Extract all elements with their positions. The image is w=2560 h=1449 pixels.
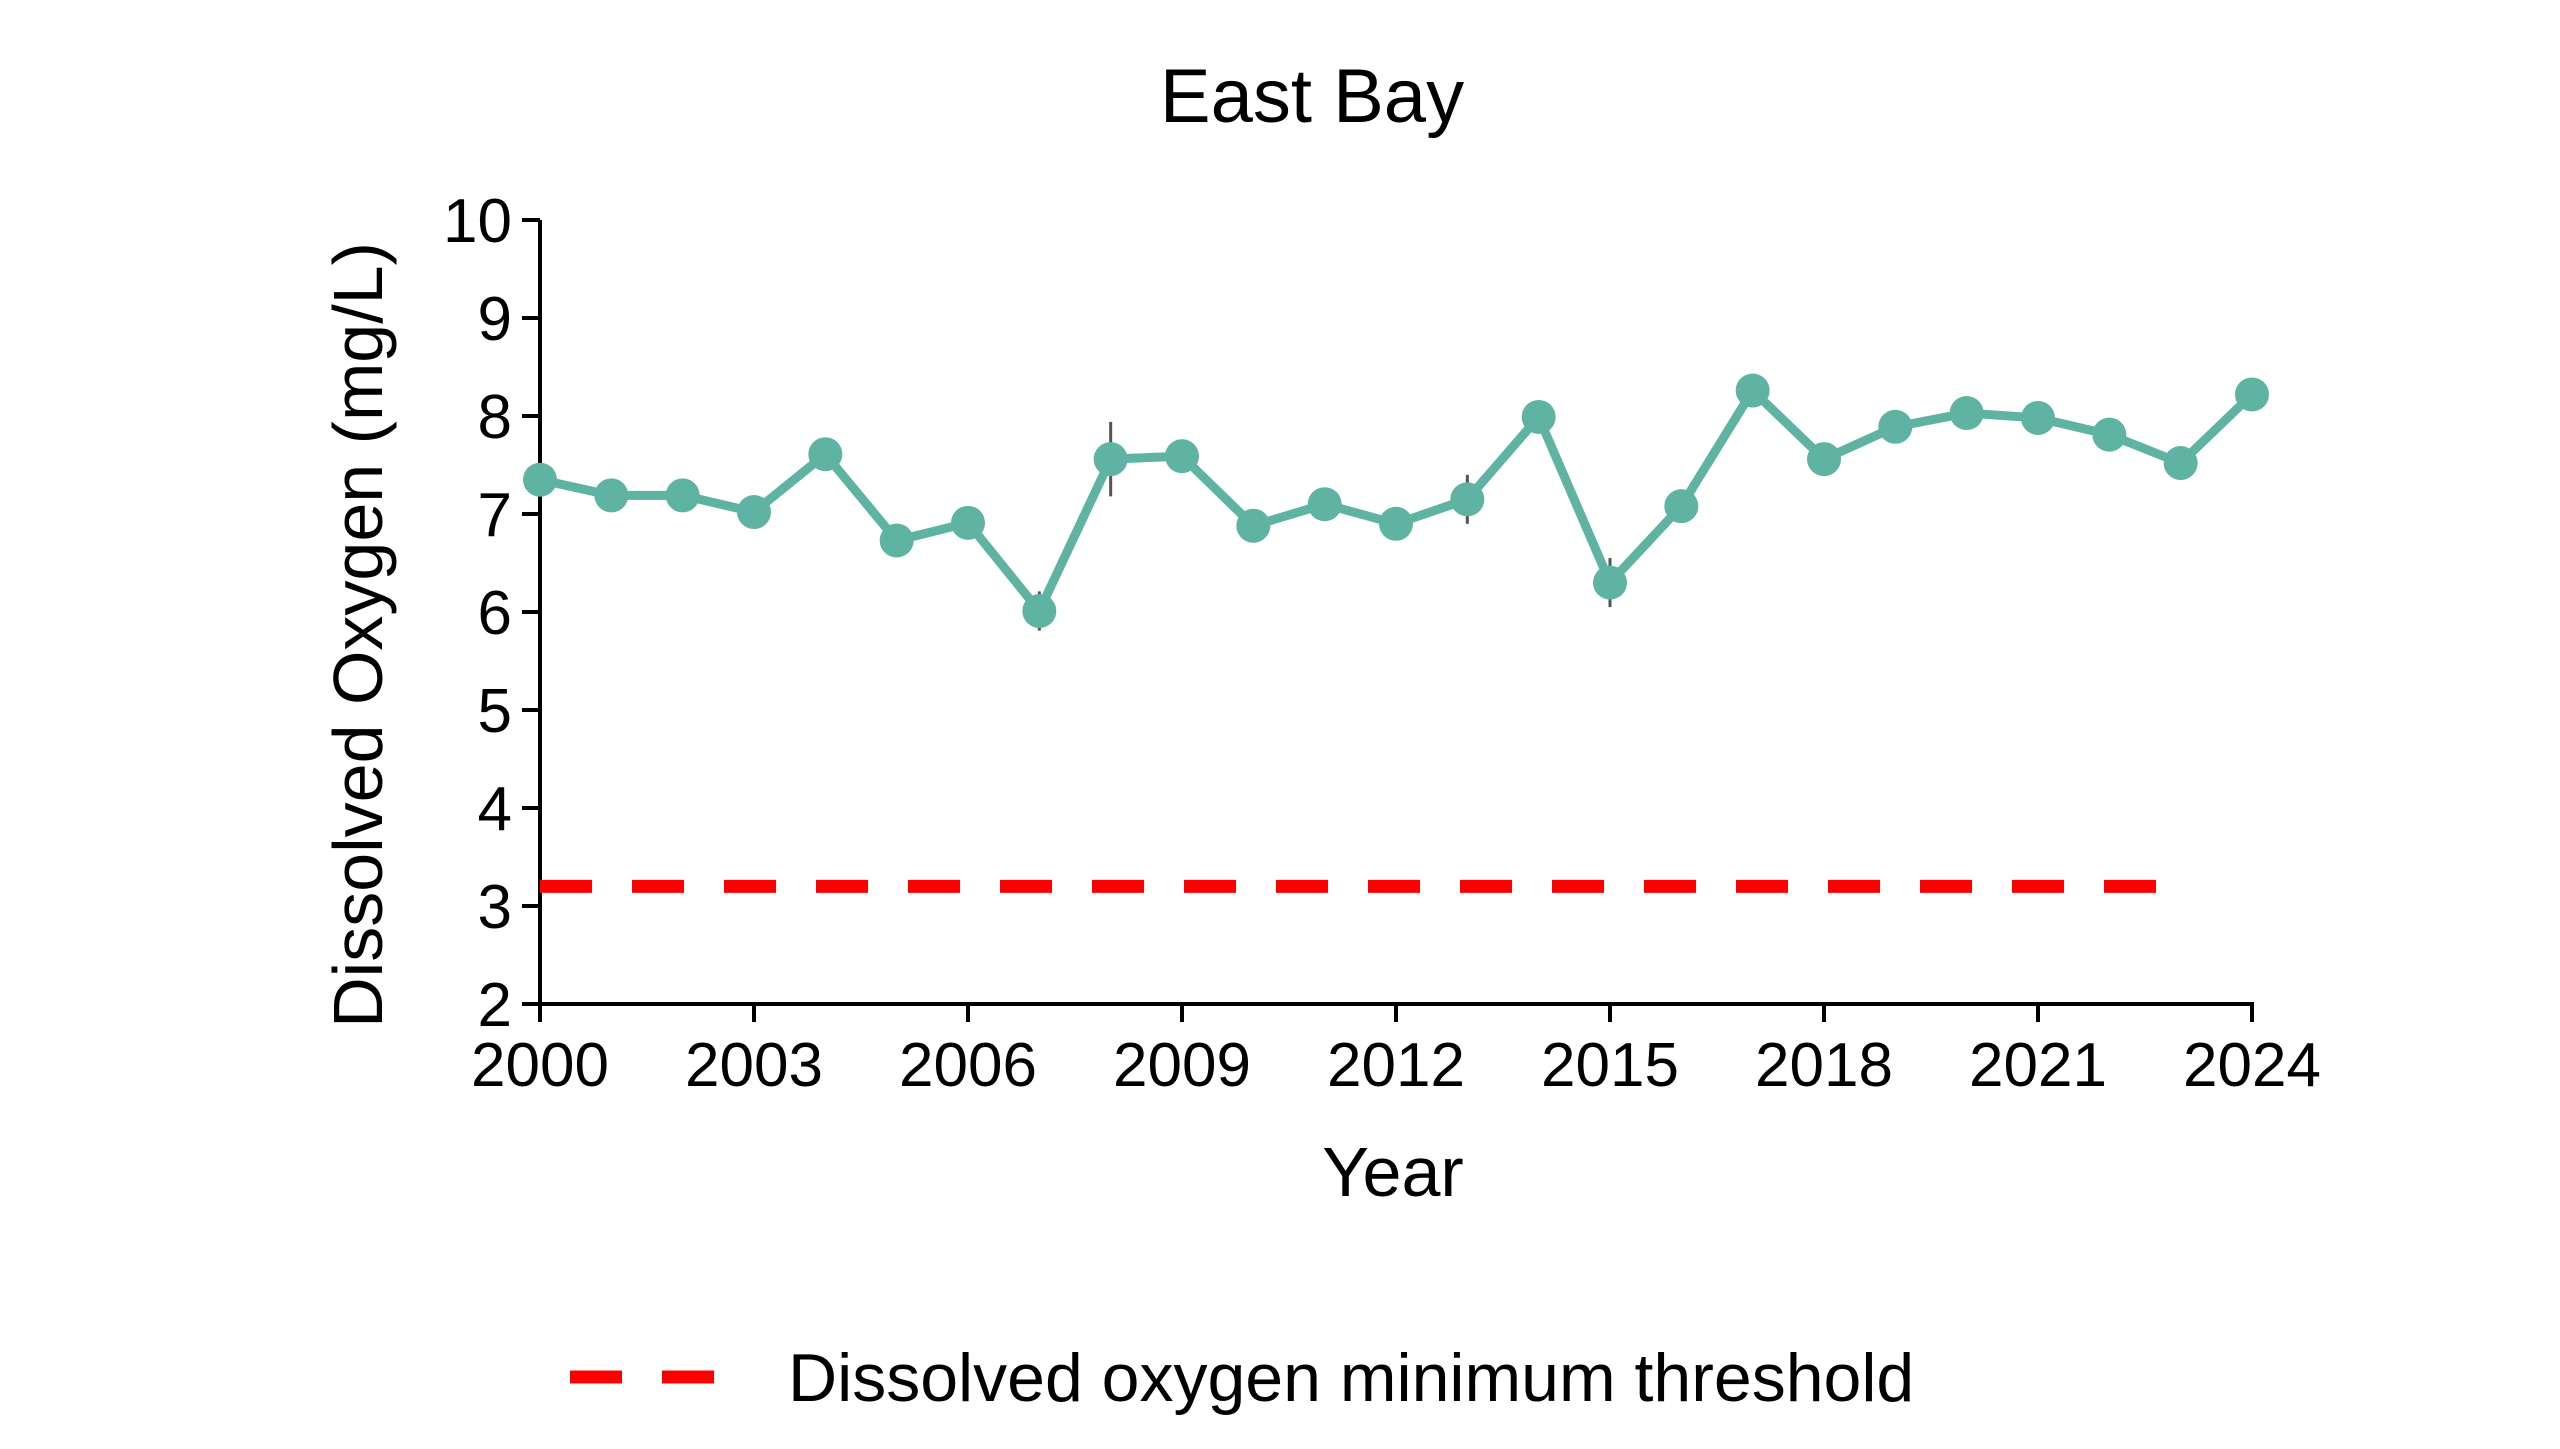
data-point <box>879 523 914 558</box>
data-point <box>1379 506 1413 541</box>
y-tick-label: 5 <box>478 677 512 746</box>
y-tick-label: 9 <box>478 285 512 354</box>
chart-title: East Bay <box>1160 54 1464 139</box>
y-tick-label: 6 <box>478 579 512 648</box>
data-point <box>1593 565 1627 600</box>
data-point <box>2235 377 2269 412</box>
dissolved-oxygen-series-line <box>535 386 2257 616</box>
data-point <box>951 505 985 540</box>
y-tick-label: 2 <box>478 971 512 1040</box>
data-point <box>1022 594 1057 629</box>
x-tick-label: 2024 <box>2183 1031 2321 1100</box>
y-tick-label: 4 <box>478 775 512 844</box>
x-tick-label: 2018 <box>1755 1031 1893 1100</box>
y-tick-label: 8 <box>478 383 512 452</box>
data-point <box>1093 442 1128 477</box>
data-point <box>1236 508 1271 543</box>
data-point <box>808 437 843 472</box>
x-tick-label: 2003 <box>685 1031 823 1100</box>
x-tick-label: 2000 <box>471 1031 609 1100</box>
y-tick-label: 7 <box>478 481 512 550</box>
x-axis-title: Year <box>1322 1133 1463 1211</box>
data-point <box>1521 399 1556 434</box>
data-point <box>1165 439 1199 474</box>
data-point <box>1878 409 1913 444</box>
data-point <box>594 478 629 513</box>
y-axis-title: Dissolved Oxygen (mg/L) <box>319 242 397 1028</box>
data-point <box>1735 373 1770 408</box>
data-point <box>1664 489 1699 524</box>
data-point <box>1307 487 1342 522</box>
legend: Dissolved oxygen minimum threshold <box>570 1340 1914 1416</box>
data-point <box>737 495 771 530</box>
x-tick-label: 2012 <box>1327 1031 1465 1100</box>
x-tick-label: 2006 <box>899 1031 1037 1100</box>
data-point <box>665 478 700 513</box>
x-tick-label: 2009 <box>1113 1031 1251 1100</box>
data-point <box>2163 446 2198 481</box>
data-point <box>523 462 557 497</box>
y-tick-label: 3 <box>478 873 512 942</box>
data-point <box>1949 396 1984 431</box>
data-point <box>1807 442 1841 477</box>
data-point <box>2092 417 2127 452</box>
legend-label-threshold: Dissolved oxygen minimum threshold <box>788 1340 1914 1416</box>
plot-area: 2 3 4 5 6 7 8 9 10 2000 2003 2006 2009 2012 2015 2018 20… <box>443 187 2321 1100</box>
x-tick-label: 2021 <box>1969 1031 2107 1100</box>
data-point <box>2021 400 2055 435</box>
data-point <box>1450 482 1485 517</box>
y-tick-label: 10 <box>443 187 512 256</box>
x-tick-label: 2015 <box>1541 1031 1679 1100</box>
